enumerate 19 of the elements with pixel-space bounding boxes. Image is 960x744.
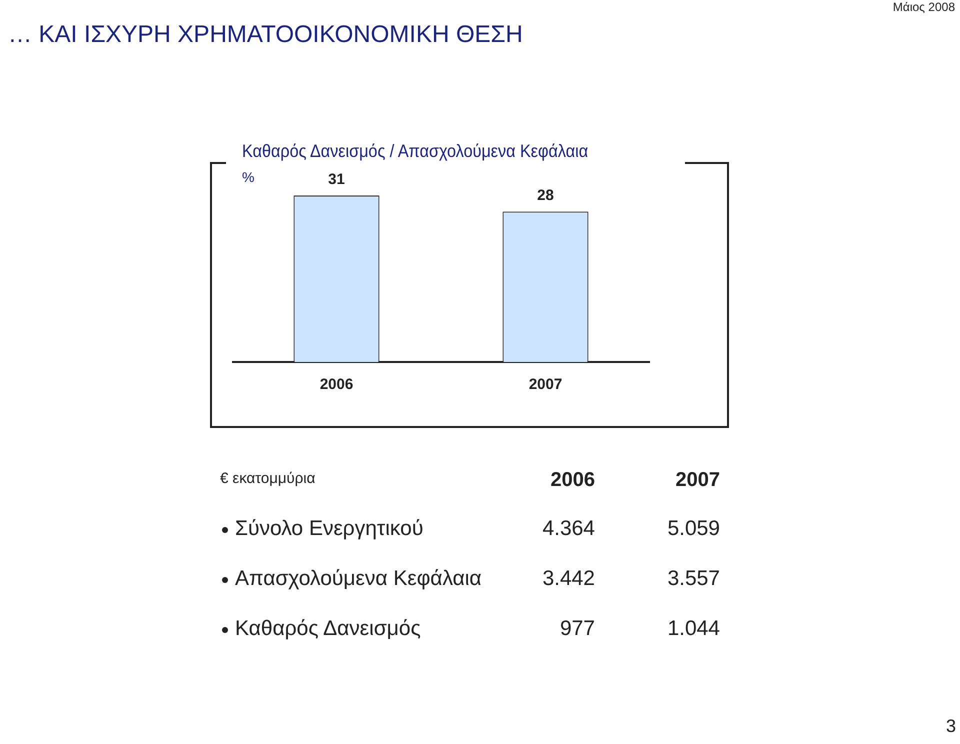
- text: 3.557: [667, 567, 720, 590]
- text: 3.442: [542, 567, 595, 590]
- text: 5.059: [667, 517, 720, 540]
- text: 1.044: [667, 617, 720, 640]
- text: 4.364: [542, 517, 595, 540]
- text: 977: [560, 617, 595, 640]
- category-label: Καθαρός Δανεισμός: [235, 617, 421, 640]
- text: … ΚΑΙ ΙΣΧΥΡΗ ΧΡΗΜΑΤΟΟΙΚΟΝΟΜΙΚΗ ΘΕΣΗ: [8, 21, 523, 49]
- text: 3: [946, 716, 956, 737]
- y-axis-title: %: [242, 169, 254, 185]
- data-label: 28: [537, 187, 554, 204]
- text: € εκατομμύρια: [220, 470, 316, 487]
- chart-title: Καθαρός Δανεισμός / Απασχολούμενα Κεφάλαια: [242, 141, 588, 162]
- category-label: 2006: [550, 469, 595, 492]
- category-label: Σύνολο Ενεργητικού: [235, 517, 424, 540]
- category-label: 2007: [676, 469, 720, 492]
- text: Μάιος 2008: [892, 0, 955, 14]
- data-label: 31: [328, 171, 345, 188]
- category-label: Απασχολούμενα Κεφάλαια: [235, 567, 482, 590]
